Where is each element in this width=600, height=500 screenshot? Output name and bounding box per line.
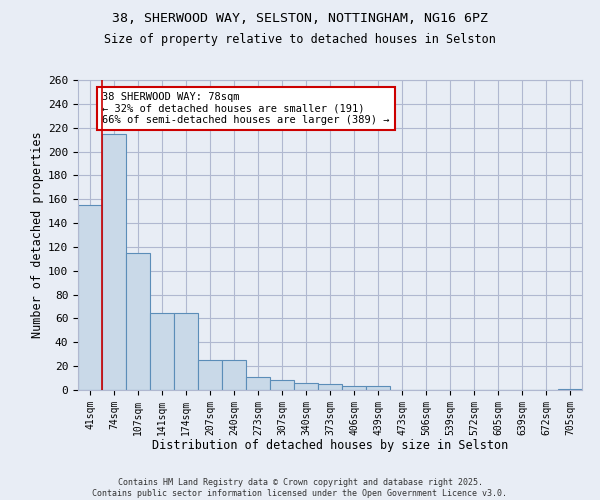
Bar — [102, 134, 126, 390]
Text: Contains HM Land Registry data © Crown copyright and database right 2025.
Contai: Contains HM Land Registry data © Crown c… — [92, 478, 508, 498]
Bar — [342, 386, 366, 390]
Bar — [270, 380, 294, 390]
Text: 38, SHERWOOD WAY, SELSTON, NOTTINGHAM, NG16 6PZ: 38, SHERWOOD WAY, SELSTON, NOTTINGHAM, N… — [112, 12, 488, 26]
Bar — [174, 312, 198, 390]
Bar — [126, 253, 150, 390]
X-axis label: Distribution of detached houses by size in Selston: Distribution of detached houses by size … — [152, 439, 508, 452]
Text: Size of property relative to detached houses in Selston: Size of property relative to detached ho… — [104, 32, 496, 46]
Y-axis label: Number of detached properties: Number of detached properties — [31, 132, 44, 338]
Bar — [294, 383, 318, 390]
Text: 38 SHERWOOD WAY: 78sqm
← 32% of detached houses are smaller (191)
66% of semi-de: 38 SHERWOOD WAY: 78sqm ← 32% of detached… — [102, 92, 389, 125]
Bar — [150, 312, 174, 390]
Bar — [366, 386, 390, 390]
Bar — [78, 205, 102, 390]
Bar — [222, 360, 246, 390]
Bar — [318, 384, 342, 390]
Bar — [246, 377, 270, 390]
Bar — [558, 389, 582, 390]
Bar — [198, 360, 222, 390]
